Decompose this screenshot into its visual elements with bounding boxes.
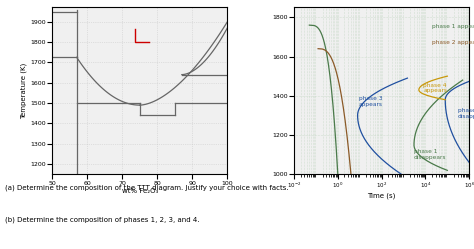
- Text: (b) Determine the composition of phases 1, 2, 3, and 4.: (b) Determine the composition of phases …: [5, 217, 199, 223]
- X-axis label: wt% Fe₂O₃: wt% Fe₂O₃: [122, 188, 158, 194]
- Y-axis label: Temperature (K): Temperature (K): [21, 63, 27, 119]
- Text: phase 3
disappears: phase 3 disappears: [458, 108, 474, 119]
- X-axis label: Time (s): Time (s): [367, 193, 396, 199]
- Text: phase 1 appears: phase 1 appears: [432, 24, 474, 29]
- Text: phase 3
appears: phase 3 appears: [359, 96, 383, 107]
- Text: (a) Determine the composition of the TTT diagram. Justify your choice with facts: (a) Determine the composition of the TTT…: [5, 184, 288, 191]
- Text: phase 2 appears: phase 2 appears: [432, 40, 474, 45]
- Text: phase 1
disappears: phase 1 disappears: [414, 149, 447, 160]
- Text: phase 4
appears: phase 4 appears: [423, 82, 447, 93]
